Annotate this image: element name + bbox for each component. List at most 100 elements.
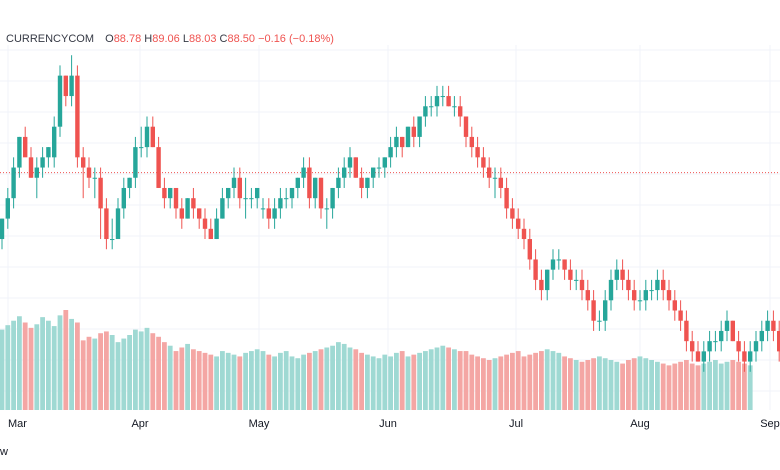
candle — [162, 177, 167, 209]
volume-bar — [231, 354, 237, 410]
candle — [231, 167, 237, 199]
volume-bar — [208, 354, 214, 410]
candle-body — [243, 198, 248, 200]
candle — [197, 208, 202, 229]
volume-bar — [80, 340, 86, 410]
volume-bar — [347, 347, 353, 410]
volume-bar — [423, 351, 428, 410]
candle-body — [736, 341, 741, 352]
candle — [516, 208, 521, 240]
candle — [11, 157, 16, 209]
candle-body — [46, 147, 51, 158]
open-label: O — [105, 33, 114, 45]
volume-bar — [185, 343, 190, 410]
candle — [730, 320, 735, 342]
volume-bar — [678, 361, 683, 410]
candle-body — [266, 208, 271, 219]
volume-bar — [289, 356, 295, 410]
volume-bar — [463, 351, 469, 410]
volume-bar — [57, 315, 63, 410]
volume-bar — [405, 356, 411, 410]
candle-body — [452, 106, 457, 108]
volume-bar — [608, 360, 614, 410]
candle — [568, 259, 573, 291]
volume-bar — [17, 316, 22, 410]
candle-body — [347, 157, 353, 168]
candle-body — [318, 177, 324, 209]
candle — [86, 157, 92, 188]
candle — [684, 310, 689, 352]
candle — [574, 269, 579, 291]
candle — [585, 279, 590, 311]
candle — [243, 177, 248, 219]
candle — [121, 177, 126, 219]
volume-bar — [452, 349, 457, 410]
candle — [75, 65, 80, 168]
volume-bar — [631, 358, 637, 410]
x-tick-label: Sep — [760, 418, 780, 430]
candle-body — [487, 167, 492, 178]
candle — [759, 320, 764, 352]
candle-body — [597, 320, 602, 322]
candle — [34, 157, 39, 199]
candle-body — [690, 341, 695, 352]
candle-body — [707, 341, 712, 352]
candle-body — [255, 187, 260, 199]
candle-body — [521, 228, 527, 240]
volume-bar — [660, 363, 666, 410]
volume-bar — [370, 356, 376, 410]
symbol-label: CURRENCYCOM — [6, 33, 94, 45]
candle-body — [417, 116, 422, 137]
candle-body — [92, 177, 97, 179]
candle — [713, 330, 718, 352]
candle-body — [75, 75, 80, 158]
candle-body — [620, 269, 625, 280]
candle-body — [295, 177, 300, 188]
candle — [156, 136, 161, 188]
candle-body — [313, 177, 318, 199]
candle-body — [405, 126, 411, 148]
candle-body — [179, 208, 184, 219]
candle — [301, 157, 306, 188]
candle — [52, 116, 57, 168]
candle — [365, 177, 370, 199]
candle-body — [260, 208, 266, 210]
volume-bar — [295, 358, 301, 410]
candle-body — [342, 167, 347, 178]
candle-body — [742, 351, 747, 362]
volume-bar — [701, 363, 707, 410]
high-label: H — [144, 33, 153, 45]
candle — [202, 208, 208, 240]
candle-body — [278, 198, 283, 209]
candle — [753, 330, 759, 362]
candle-body — [17, 136, 22, 168]
candle-body — [510, 208, 515, 219]
candle-body — [695, 351, 701, 362]
volume-bar — [544, 349, 550, 410]
candle-body — [382, 157, 387, 168]
candle — [336, 167, 341, 199]
volume-bar — [713, 360, 718, 410]
volume-bar — [22, 322, 28, 410]
volume-bar — [417, 352, 422, 410]
candle-body — [249, 198, 254, 200]
candle — [226, 187, 231, 209]
volume-bar — [614, 361, 620, 410]
volume-bar — [75, 322, 80, 410]
candle — [17, 136, 22, 178]
volume-bar — [28, 327, 34, 410]
candle — [98, 167, 103, 240]
candle — [191, 187, 196, 219]
volume-bar — [336, 342, 341, 410]
candle — [394, 126, 399, 158]
candle-body — [40, 157, 45, 168]
candle-body — [492, 177, 498, 179]
volume-bar — [260, 351, 266, 410]
volume-bar — [382, 354, 388, 410]
volume-bar — [237, 356, 243, 410]
volume-bar — [695, 365, 701, 410]
volume-bar — [399, 351, 405, 410]
volume-bar — [539, 351, 544, 410]
volume-bar — [11, 320, 16, 410]
